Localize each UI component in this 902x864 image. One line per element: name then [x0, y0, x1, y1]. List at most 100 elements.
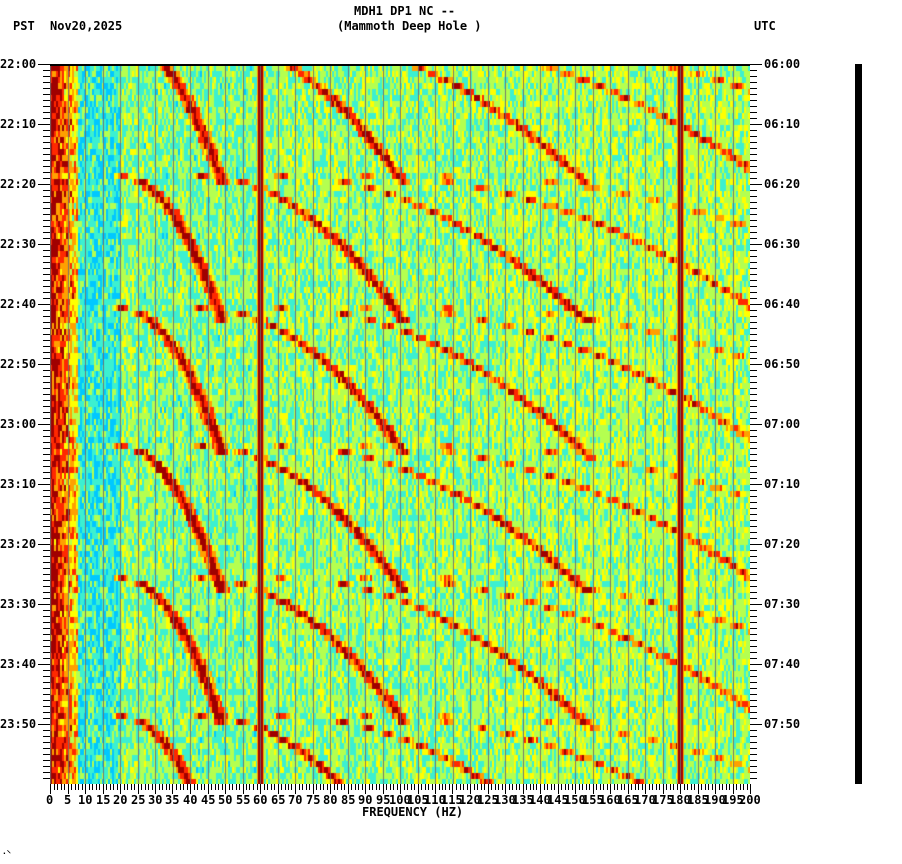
x-tick [281, 784, 282, 790]
y-tick-left [43, 256, 50, 257]
x-tick [589, 784, 590, 790]
y-tick-left [43, 214, 50, 215]
y-tick-right [750, 352, 757, 353]
y-tick-left [43, 286, 50, 287]
x-tick [519, 784, 520, 790]
y-tick-right [750, 544, 762, 545]
x-tick [243, 784, 244, 794]
y-tick-left [43, 430, 50, 431]
y-tick-right [750, 604, 762, 605]
x-tick [635, 784, 636, 790]
y-tick-right [750, 760, 757, 761]
x-tick [439, 784, 440, 790]
x-tick [187, 784, 188, 790]
x-tick [159, 784, 160, 790]
x-tick [85, 784, 86, 794]
x-tick [442, 784, 443, 790]
x-tick [488, 784, 489, 794]
x-tick [355, 784, 356, 790]
y-tick-left [43, 694, 50, 695]
y-tick-left [43, 340, 50, 341]
x-tick [320, 784, 321, 790]
x-tick [152, 784, 153, 790]
y-tick-left [43, 508, 50, 509]
y-tick-label-right: 07:10 [764, 477, 801, 491]
x-tick [740, 784, 741, 790]
x-tick [169, 784, 170, 790]
x-tick-label: 175 [652, 793, 674, 807]
y-tick-right [750, 100, 757, 101]
y-tick-right [750, 274, 757, 275]
y-tick-label-right: 07:20 [764, 537, 801, 551]
y-tick-right [750, 196, 757, 197]
y-tick-label-right: 06:20 [764, 177, 801, 191]
y-tick-right [750, 178, 757, 179]
x-tick [96, 784, 97, 790]
date-label: Nov20,2025 [50, 19, 123, 33]
y-tick-left [43, 382, 50, 383]
plot-frame [50, 64, 750, 784]
x-tick [687, 784, 688, 790]
x-tick [124, 784, 125, 790]
x-tick-label: 30 [148, 793, 163, 807]
x-tick [547, 784, 548, 790]
y-tick-left [43, 562, 50, 563]
x-tick [645, 784, 646, 794]
x-tick [274, 784, 275, 790]
y-tick-left [43, 88, 50, 89]
x-tick [708, 784, 709, 790]
x-tick [327, 784, 328, 790]
y-tick-left [38, 64, 50, 65]
x-tick [652, 784, 653, 790]
y-tick-left [43, 94, 50, 95]
x-tick [733, 784, 734, 794]
y-tick-right [750, 640, 757, 641]
x-tick [456, 784, 457, 790]
x-tick [278, 784, 279, 794]
x-tick [239, 784, 240, 790]
x-tick [306, 784, 307, 790]
x-tick [673, 784, 674, 790]
y-tick-right [750, 514, 757, 515]
x-tick [736, 784, 737, 790]
x-tick [386, 784, 387, 790]
y-tick-left [43, 202, 50, 203]
x-tick-label: 130 [494, 793, 516, 807]
x-tick [246, 784, 247, 790]
y-tick-left [43, 532, 50, 533]
x-tick [407, 784, 408, 790]
y-tick-label-left: 22:20 [0, 177, 37, 191]
x-tick [285, 784, 286, 790]
x-tick [554, 784, 555, 790]
x-tick [649, 784, 650, 790]
y-tick-right [750, 496, 757, 497]
y-tick-left [43, 442, 50, 443]
x-tick [694, 784, 695, 790]
x-tick-label: 60 [253, 793, 268, 807]
x-tick [540, 784, 541, 794]
x-tick-label: 145 [547, 793, 569, 807]
y-tick-right [750, 76, 757, 77]
x-tick [523, 784, 524, 794]
x-tick [593, 784, 594, 794]
y-tick-left [43, 412, 50, 413]
x-tick [659, 784, 660, 790]
y-tick-right [750, 406, 757, 407]
x-tick [533, 784, 534, 790]
x-tick [257, 784, 258, 790]
x-tick [68, 784, 69, 794]
x-tick [452, 784, 453, 794]
y-tick-left [43, 100, 50, 101]
x-tick [172, 784, 173, 794]
y-tick-left [43, 490, 50, 491]
x-tick-label: 100 [389, 793, 411, 807]
x-tick [418, 784, 419, 794]
x-tick [393, 784, 394, 790]
x-tick [400, 784, 401, 794]
x-tick [470, 784, 471, 794]
y-tick-left [43, 700, 50, 701]
x-tick-label: 40 [183, 793, 198, 807]
y-tick-right [750, 244, 762, 245]
x-tick [586, 784, 587, 790]
y-tick-right [750, 70, 757, 71]
